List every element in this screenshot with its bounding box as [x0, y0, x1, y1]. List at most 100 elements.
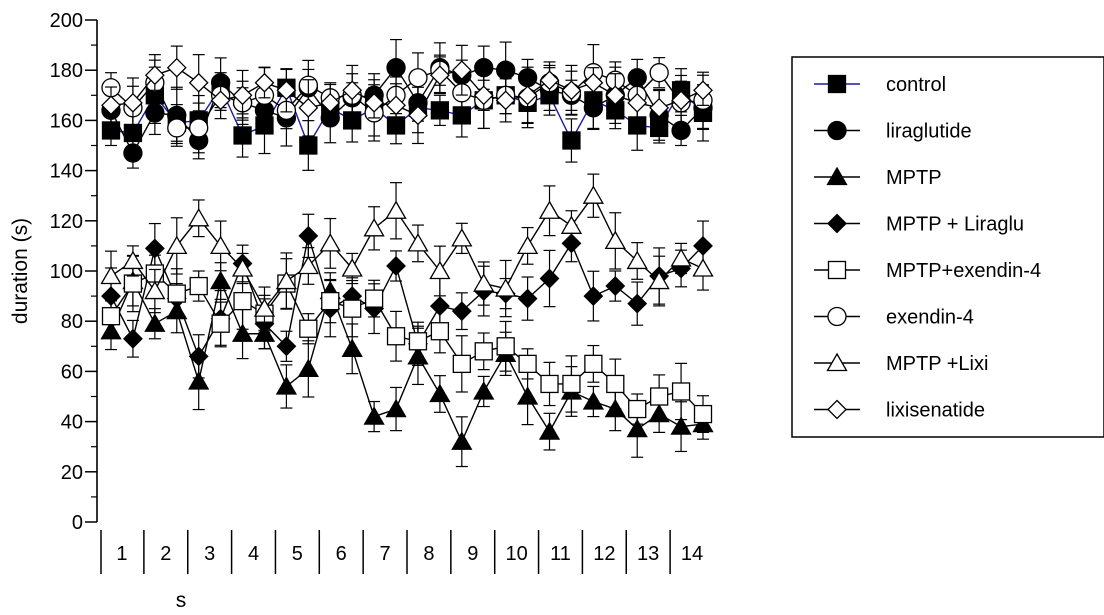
- data-point: [495, 278, 517, 297]
- data-point: [451, 228, 473, 247]
- data-point: [276, 80, 297, 101]
- legend: control liraglutide MPTP MPTP + Liraglu MPTP…: [791, 56, 1104, 438]
- x-category-label: 5: [292, 543, 303, 565]
- data-point: [560, 215, 583, 234]
- data-point: [386, 327, 406, 346]
- series-8: [101, 44, 713, 145]
- legend-box: [791, 56, 1104, 438]
- data-point: [364, 92, 385, 113]
- data-point: [693, 404, 713, 424]
- data-point: [627, 293, 648, 314]
- data-point: [583, 98, 604, 118]
- data-point: [188, 207, 210, 227]
- y-tick-label: 160: [50, 110, 83, 132]
- x-category-label: 7: [380, 543, 391, 565]
- legend-marker: [827, 260, 847, 280]
- x-category-label: 10: [506, 543, 528, 565]
- series-4: [101, 213, 713, 379]
- data-point: [670, 248, 692, 267]
- data-point: [518, 354, 537, 374]
- data-point: [452, 354, 471, 374]
- data-point: [232, 85, 253, 106]
- legend-entry: MPTP + Liraglu: [814, 214, 1024, 236]
- data-point: [211, 314, 230, 333]
- data-point: [627, 92, 648, 113]
- data-point: [584, 354, 603, 374]
- data-point: [451, 301, 472, 322]
- data-point: [123, 143, 143, 163]
- legend-entry: MPTP: [814, 166, 942, 189]
- data-point: [540, 374, 559, 394]
- data-point: [649, 97, 670, 118]
- data-point: [496, 337, 515, 356]
- data-point: [100, 265, 122, 285]
- data-point: [342, 80, 363, 101]
- data-point: [538, 421, 561, 440]
- legend-marker: [827, 74, 847, 94]
- series-line: [110, 278, 704, 444]
- data-point: [254, 72, 275, 93]
- data-point: [210, 90, 231, 111]
- legend-marker: [827, 213, 847, 234]
- x-category-label: 2: [160, 543, 171, 565]
- data-point: [166, 235, 188, 255]
- data-point: [123, 92, 143, 113]
- data-point: [320, 92, 341, 113]
- data-point: [605, 276, 626, 296]
- y-tick-label: 0: [72, 512, 83, 534]
- data-point: [101, 307, 121, 326]
- data-point: [606, 374, 625, 394]
- data-point: [299, 319, 318, 338]
- x-category-label: 14: [681, 543, 703, 565]
- data-point: [474, 342, 493, 361]
- data-point: [473, 381, 495, 400]
- data-point: [188, 346, 209, 367]
- legend-entry: control: [814, 74, 946, 96]
- series-line: [110, 66, 704, 117]
- data-point: [167, 284, 186, 303]
- series-7: [100, 173, 714, 331]
- data-point: [692, 258, 714, 277]
- data-point: [363, 218, 385, 237]
- legend-entry: exendin-4: [814, 307, 974, 329]
- legend-label: MPTP+exendin-4: [886, 260, 1041, 282]
- plot-area: [100, 38, 714, 468]
- y-tick-label: 40: [61, 412, 83, 434]
- x-axis-title: s: [176, 589, 187, 612]
- data-point: [408, 68, 428, 88]
- series-line: [110, 235, 704, 358]
- data-point: [539, 70, 560, 91]
- data-point: [343, 299, 362, 318]
- data-point: [451, 431, 473, 450]
- data-point: [517, 85, 538, 106]
- data-point: [430, 322, 450, 341]
- data-point: [385, 398, 407, 418]
- data-point: [341, 338, 363, 357]
- data-point: [341, 258, 363, 277]
- data-point: [210, 235, 232, 255]
- legend-entry: MPTP+exendin-4: [814, 260, 1041, 282]
- legend-marker: [827, 399, 847, 420]
- legend-label: exendin-4: [886, 307, 974, 329]
- data-point: [582, 185, 604, 204]
- data-point: [276, 336, 297, 357]
- data-point: [604, 230, 626, 250]
- series-5: [101, 254, 713, 433]
- series-line: [110, 272, 704, 415]
- data-point: [188, 371, 210, 390]
- data-point: [167, 118, 187, 138]
- x-category-label: 9: [467, 543, 478, 565]
- y-tick-label: 180: [50, 60, 83, 82]
- data-point: [123, 274, 143, 293]
- data-point: [297, 358, 319, 378]
- data-point: [473, 85, 494, 106]
- legend-label: lixisenatide: [886, 400, 985, 422]
- legend-label: MPTP +Lixi: [886, 353, 988, 375]
- x-category-label: 3: [204, 543, 215, 565]
- data-point: [561, 80, 582, 101]
- data-point: [210, 270, 232, 290]
- data-point: [649, 387, 669, 406]
- data-point: [299, 136, 318, 155]
- data-point: [275, 270, 298, 290]
